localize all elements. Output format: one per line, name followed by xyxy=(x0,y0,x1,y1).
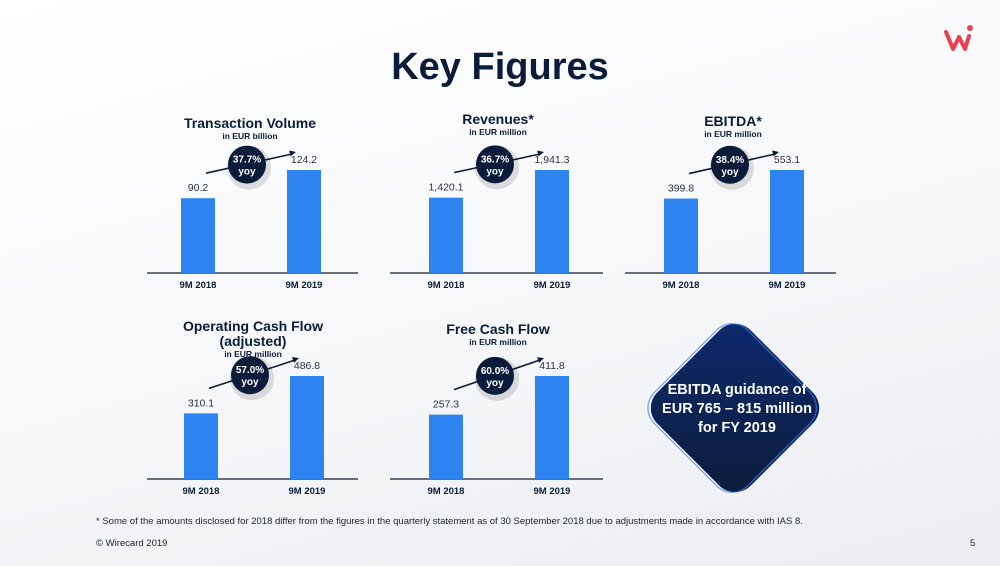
page-title: Key Figures xyxy=(391,46,609,88)
growth-percent: 37.7% xyxy=(233,155,261,166)
value-label: 310.1 xyxy=(188,397,214,409)
value-label: 90.2 xyxy=(188,182,209,194)
chart-subtitle: in EUR billion xyxy=(222,131,277,141)
growth-arrowhead xyxy=(537,357,544,363)
category-label: 9M 2018 xyxy=(663,280,700,291)
value-label: 486.8 xyxy=(294,360,320,372)
value-label: 411.8 xyxy=(539,360,565,372)
bar-9m-2018 xyxy=(429,197,463,273)
chart-title: EBITDA* xyxy=(704,113,762,129)
guidance-text: EBITDA guidance of EUR 765 – 815 million… xyxy=(637,381,837,438)
bar-9m-2019 xyxy=(535,170,569,273)
category-label: 9M 2019 xyxy=(289,486,326,497)
growth-arrowhead xyxy=(537,150,544,157)
chart-title: (adjusted) xyxy=(220,333,287,349)
guidance-line-3: for FY 2019 xyxy=(698,420,776,436)
category-label: 9M 2018 xyxy=(428,486,465,497)
growth-label: yoy xyxy=(721,167,739,178)
growth-percent: 36.7% xyxy=(481,154,509,165)
bar-9m-2018 xyxy=(429,414,463,479)
growth-badge xyxy=(231,356,269,395)
bar-9m-2018 xyxy=(184,413,218,479)
wirecard-logo xyxy=(944,25,973,51)
footnote: * Some of the amounts disclosed for 2018… xyxy=(96,516,803,527)
growth-percent: 38.4% xyxy=(716,155,744,166)
growth-badge xyxy=(476,145,514,184)
growth-label: yoy xyxy=(238,167,256,178)
bar-9m-2018 xyxy=(664,198,698,273)
value-label: 124.2 xyxy=(291,154,317,166)
growth-badge xyxy=(476,356,514,395)
guidance-diamond xyxy=(647,323,820,493)
chart-subtitle: in EUR million xyxy=(224,349,282,359)
category-label: 9M 2018 xyxy=(180,280,217,291)
growth-arrowhead xyxy=(772,150,779,157)
bar-9m-2019 xyxy=(770,170,804,273)
growth-arrowhead xyxy=(289,150,296,157)
value-label: 257.3 xyxy=(433,399,459,411)
chart-subtitle: in EUR million xyxy=(469,127,527,137)
growth-label: yoy xyxy=(241,377,259,388)
bar-9m-2019 xyxy=(535,376,569,479)
chart-title: Transaction Volume xyxy=(184,115,316,131)
chart-title: Free Cash Flow xyxy=(446,321,550,337)
growth-badge xyxy=(228,145,266,184)
growth-label: yoy xyxy=(486,378,504,389)
page-number: 5 xyxy=(970,538,976,549)
growth-percent: 60.0% xyxy=(481,366,509,377)
bar-9m-2019 xyxy=(287,170,321,273)
value-label: 1,941.3 xyxy=(534,154,569,166)
category-label: 9M 2019 xyxy=(286,280,323,291)
category-label: 9M 2018 xyxy=(183,486,220,497)
growth-arrowhead xyxy=(292,357,299,363)
chart-subtitle: in EUR million xyxy=(704,129,762,139)
category-label: 9M 2019 xyxy=(534,280,571,291)
bar-9m-2019 xyxy=(290,376,324,479)
value-label: 1,420.1 xyxy=(428,182,463,194)
bar-9m-2018 xyxy=(181,198,215,273)
chart-title: Operating Cash Flow xyxy=(183,318,323,334)
category-label: 9M 2019 xyxy=(769,280,806,291)
growth-percent: 57.0% xyxy=(236,365,264,376)
growth-badge xyxy=(711,145,749,184)
growth-label: yoy xyxy=(486,166,504,177)
value-label: 553.1 xyxy=(774,154,800,166)
guidance-line-2: EUR 765 – 815 million xyxy=(662,401,812,417)
guidance-line-1: EBITDA guidance of xyxy=(667,382,807,398)
value-label: 399.8 xyxy=(668,183,694,195)
category-label: 9M 2018 xyxy=(428,280,465,291)
chart-subtitle: in EUR million xyxy=(469,337,527,347)
chart-title: Revenues* xyxy=(462,111,534,127)
copyright: © Wirecard 2019 xyxy=(96,538,168,549)
category-label: 9M 2019 xyxy=(534,486,571,497)
